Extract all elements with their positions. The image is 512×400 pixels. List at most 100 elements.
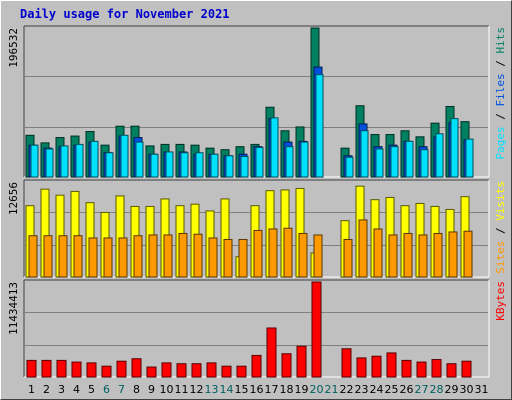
bar-pages-day-6-body	[105, 152, 114, 178]
bar-sites-day-24	[373, 228, 383, 278]
bar-pages-day-10	[165, 151, 174, 178]
bar-kbytes-day-5	[86, 362, 97, 378]
bar-sites-day-26-body	[403, 232, 413, 278]
bar-sites-day-13	[208, 237, 218, 278]
bar-pages-day-27-body	[420, 149, 429, 178]
bar-kbytes-day-13	[206, 362, 217, 378]
bar-pages-day-12	[195, 152, 204, 178]
bar-kbytes-day-15-body	[236, 365, 247, 378]
day-label-14: 14	[220, 383, 234, 396]
bar-sites-day-18-body	[283, 227, 293, 278]
day-label-30: 30	[460, 383, 474, 396]
bar-sites-day-6	[103, 237, 113, 278]
bar-pages-day-13	[210, 153, 219, 178]
bar-pages-day-16	[255, 146, 264, 178]
bar-pages-day-23	[360, 130, 369, 178]
bar-kbytes-day-11-body	[176, 363, 187, 378]
bar-kbytes-day-1-body	[26, 359, 37, 378]
bar-kbytes-day-30	[461, 360, 472, 378]
bar-sites-day-30-body	[463, 230, 473, 278]
bar-sites-day-4	[73, 235, 83, 278]
bar-kbytes-day-16-body	[251, 354, 262, 378]
bar-pages-day-19-body	[300, 141, 309, 178]
bar-sites-day-22-body	[343, 238, 353, 278]
bar-kbytes-day-6-body	[101, 365, 112, 378]
bar-kbytes-day-15	[236, 365, 247, 378]
bar-pages-day-15	[240, 156, 249, 178]
bar-pages-day-14	[225, 155, 234, 178]
bar-kbytes-day-23-body	[356, 357, 367, 378]
panel-middle-max-label: 12656	[7, 182, 20, 215]
bar-sites-day-28	[433, 232, 443, 278]
bar-pages-day-7	[120, 134, 129, 178]
bar-kbytes-day-10-body	[161, 362, 172, 378]
bar-kbytes-day-26	[401, 359, 412, 378]
bar-sites-day-8	[133, 235, 143, 278]
bar-sites-day-20-body	[313, 234, 323, 278]
bar-pages-day-12-body	[195, 152, 204, 178]
bar-kbytes-day-17-body	[266, 327, 277, 378]
bar-pages-day-24	[375, 148, 384, 178]
day-label-15: 15	[235, 383, 249, 396]
bar-pages-day-20-body	[315, 74, 324, 178]
bar-kbytes-day-29-body	[446, 363, 457, 378]
day-label-28: 28	[430, 383, 444, 396]
day-label-10: 10	[160, 383, 174, 396]
bar-sites-day-4-body	[73, 235, 83, 278]
bar-sites-day-29-body	[448, 231, 458, 278]
bar-pages-day-29-body	[450, 118, 459, 178]
bar-kbytes-day-26-body	[401, 359, 412, 378]
bar-kbytes-day-3	[56, 359, 67, 378]
day-label-27: 27	[415, 383, 429, 396]
day-label-17: 17	[265, 383, 279, 396]
legend-entry-top-1: /	[494, 107, 507, 127]
bar-sites-day-9-body	[148, 234, 158, 278]
bar-kbytes-day-14-body	[221, 365, 232, 378]
bar-pages-day-18	[285, 146, 294, 178]
bar-kbytes-day-8-body	[131, 358, 142, 378]
panel-bottom-legend: KBytes	[494, 281, 507, 321]
bar-sites-day-9	[148, 234, 158, 278]
bar-sites-day-27	[418, 234, 428, 278]
bar-sites-day-15-body	[238, 238, 248, 278]
bar-sites-day-7	[118, 237, 128, 278]
bar-pages-day-3-body	[60, 145, 69, 178]
bar-kbytes-day-25-body	[386, 352, 397, 378]
bar-sites-day-17	[268, 228, 278, 278]
bar-pages-day-25-body	[390, 146, 399, 178]
legend-entry-bottom-0: KBytes	[494, 281, 507, 321]
bar-sites-day-17-body	[268, 228, 278, 278]
bar-pages-day-6	[105, 152, 114, 178]
bar-kbytes-day-13-body	[206, 362, 217, 378]
bar-kbytes-day-4-body	[71, 361, 82, 378]
bar-pages-day-7-body	[120, 134, 129, 178]
bar-sites-day-24-body	[373, 228, 383, 278]
bar-sites-day-8-body	[133, 235, 143, 278]
bar-kbytes-day-23	[356, 357, 367, 378]
bar-pages-day-8-body	[135, 141, 144, 178]
day-label-13: 13	[205, 383, 219, 396]
day-label-1: 1	[28, 383, 35, 396]
day-label-16: 16	[250, 383, 264, 396]
bar-sites-day-15	[238, 238, 248, 278]
bar-kbytes-day-20	[311, 281, 322, 378]
bar-sites-day-18	[283, 227, 293, 278]
bar-kbytes-day-19	[296, 345, 307, 378]
bar-pages-day-2-body	[45, 148, 54, 178]
day-label-19: 19	[295, 383, 309, 396]
bar-sites-day-23	[358, 219, 368, 278]
day-label-20: 20	[310, 383, 324, 396]
bar-kbytes-day-20-body	[311, 281, 322, 378]
day-label-9: 9	[148, 383, 155, 396]
bar-pages-day-1	[30, 144, 39, 178]
bar-pages-day-29	[450, 118, 459, 178]
bar-pages-day-30-body	[465, 138, 474, 178]
bar-kbytes-day-9-body	[146, 366, 157, 378]
bar-kbytes-day-30-body	[461, 360, 472, 378]
panel-top: 196532 Pages / Files / Hits	[7, 25, 507, 178]
bar-kbytes-day-1	[26, 359, 37, 378]
day-label-23: 23	[355, 383, 369, 396]
bar-pages-day-2	[45, 148, 54, 178]
bar-pages-day-1-body	[30, 144, 39, 178]
